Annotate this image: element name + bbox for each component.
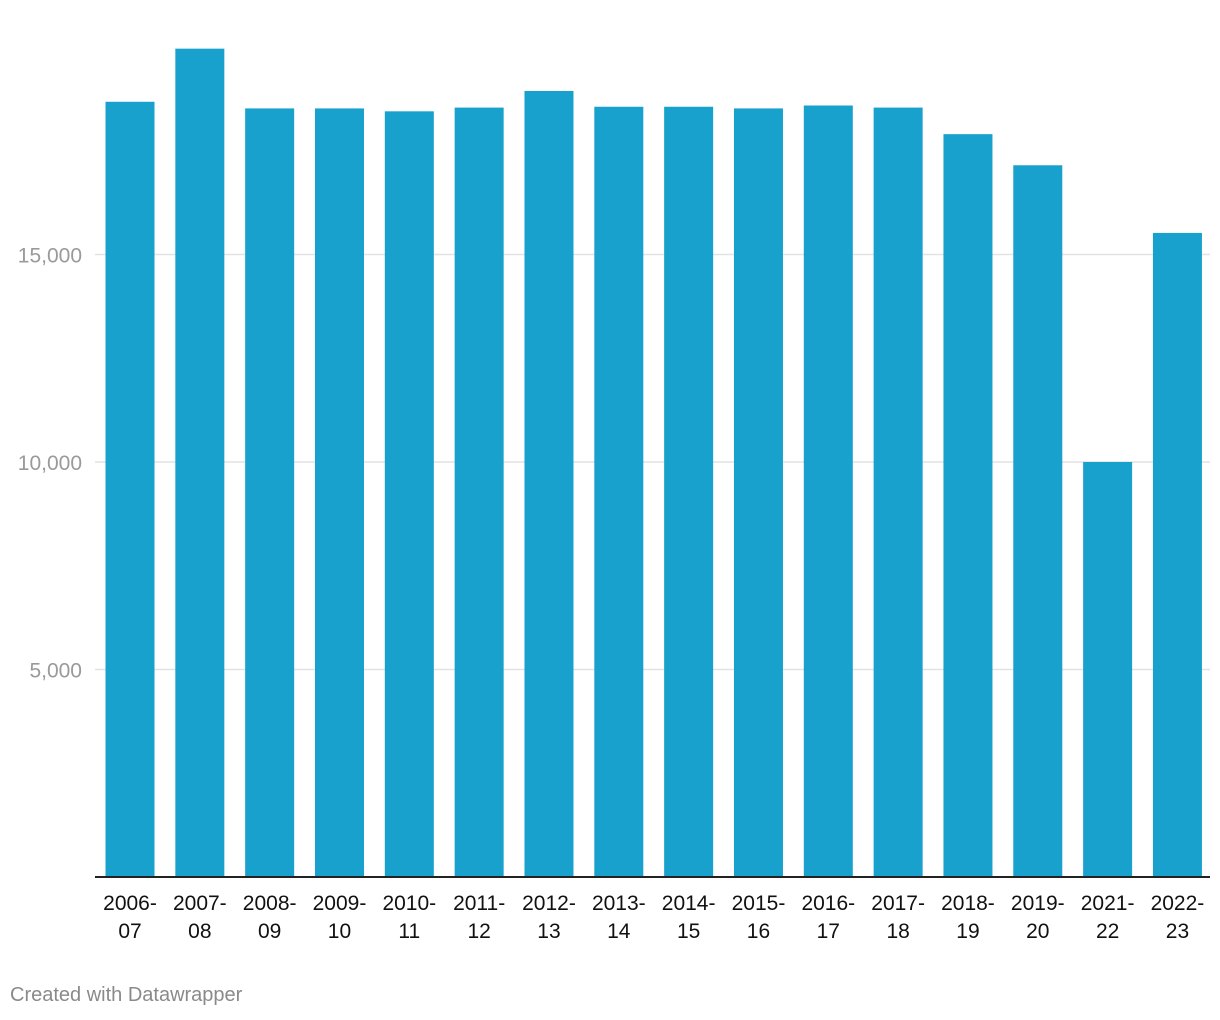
x-tick-label: 2010-11 <box>382 892 436 943</box>
footer-credit[interactable]: Created with Datawrapper <box>10 984 243 1006</box>
x-tick-label: 2018-19 <box>941 892 995 943</box>
bar <box>175 48 225 878</box>
x-tick-label: 2009-10 <box>313 892 367 943</box>
x-tick-label: 2011-12 <box>453 892 505 943</box>
bar <box>1013 165 1063 877</box>
x-tick-label: 2022-23 <box>1151 892 1205 943</box>
bar <box>314 108 364 878</box>
x-tick-label: 2008-09 <box>243 892 297 943</box>
bar-chart: 5,000 10,000 15,000 2006-07 2007-08 2008-09 20… <box>18 48 1210 943</box>
bar <box>873 107 923 878</box>
x-tick-label: 2019-20 <box>1011 892 1065 943</box>
bar <box>664 106 714 877</box>
x-tick-label: 2016-17 <box>801 892 855 943</box>
y-tick-label: 10,000 <box>18 452 82 475</box>
x-tick-label: 2007-08 <box>173 892 227 943</box>
bar <box>454 107 504 878</box>
bar <box>943 134 993 877</box>
y-tick-label: 5,000 <box>29 660 82 683</box>
bar <box>524 90 574 878</box>
bar <box>1152 232 1202 878</box>
x-tick-label: 2017-18 <box>871 892 925 943</box>
bar <box>105 101 155 877</box>
x-tick-label: 2006-07 <box>103 892 157 943</box>
x-tick-label: 2015-16 <box>732 892 786 943</box>
x-tick-label: 2013-14 <box>592 892 646 943</box>
bar <box>733 108 783 878</box>
bar <box>245 108 295 878</box>
x-tick-label: 2021-22 <box>1081 892 1135 943</box>
bar <box>594 106 644 877</box>
y-tick-label: 15,000 <box>18 245 82 268</box>
x-tick-label: 2014-15 <box>662 892 716 943</box>
bar <box>803 105 853 877</box>
bar <box>1083 462 1133 877</box>
bar <box>384 111 434 877</box>
x-tick-label: 2012-13 <box>522 892 576 943</box>
